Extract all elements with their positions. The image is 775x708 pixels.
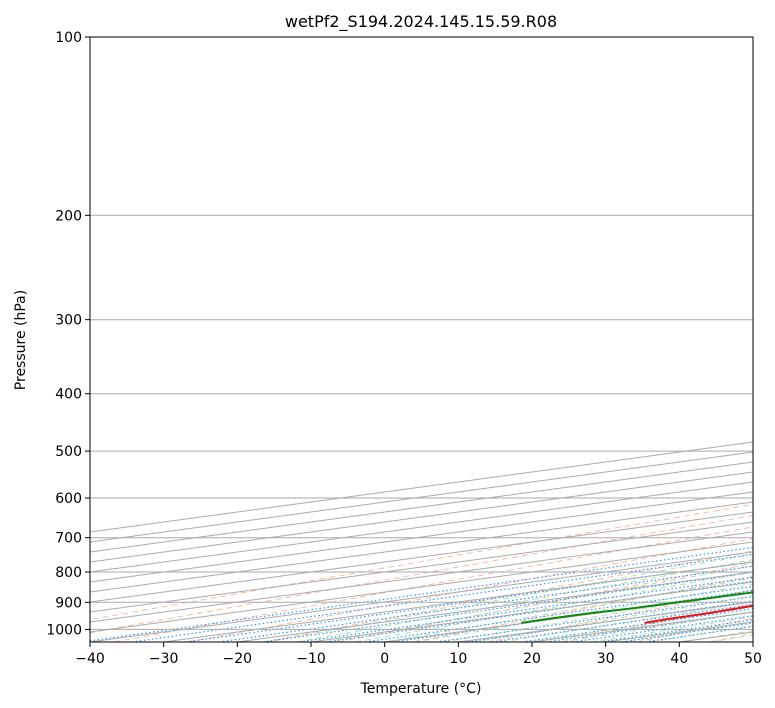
isotherm-gridline — [90, 521, 753, 613]
mixing-ratio-line — [522, 608, 753, 642]
isotherm-gridline — [90, 511, 753, 603]
isotherm-gridline — [90, 481, 753, 573]
isotherm-gridline — [90, 501, 753, 593]
plot-area — [90, 37, 753, 642]
plot-frame — [89, 36, 754, 643]
y-tick-label: 600 — [55, 491, 82, 507]
y-tick-label: 100 — [55, 30, 82, 46]
x-tick-label: 20 — [523, 651, 541, 667]
y-tick-label: 700 — [55, 531, 82, 547]
y-tick-label: 800 — [55, 565, 82, 581]
mixing-ratio-line — [492, 603, 753, 642]
x-tick-label: −10 — [296, 651, 326, 667]
y-tick-label: 300 — [55, 313, 82, 329]
isotherm-gridline — [90, 461, 753, 553]
x-tick-label: 30 — [597, 651, 615, 667]
y-tick-label: 200 — [55, 208, 82, 224]
mixing-ratio-line — [436, 595, 753, 642]
mixing-ratio-line — [90, 546, 753, 642]
moist-adiabat — [325, 565, 753, 642]
y-axis-label: Pressure (hPa) — [13, 290, 29, 390]
dry-adiabat — [188, 538, 753, 642]
x-tick-label: −20 — [223, 651, 253, 667]
grid-lines — [90, 37, 753, 642]
isotherm-gridline — [90, 471, 753, 563]
isotherm-gridline — [90, 491, 753, 583]
x-tick-label: 50 — [744, 651, 762, 667]
moist-adiabat — [414, 583, 753, 642]
x-tick-label: 0 — [380, 651, 389, 667]
x-axis-label: Temperature (°C) — [360, 681, 482, 697]
mixing-ratio-line — [131, 553, 753, 642]
dry-adiabat — [114, 526, 753, 642]
chart-title: wetPf2_S194.2024.145.15.59.R08 — [285, 12, 557, 32]
dry-adiabat — [90, 503, 753, 621]
y-tick-label: 400 — [55, 387, 82, 403]
x-tick-label: 10 — [449, 651, 467, 667]
y-tick-label: 1000 — [46, 622, 82, 638]
y-tick-label: 900 — [55, 595, 82, 611]
moist-adiabat — [355, 571, 753, 642]
isotherm-gridline — [90, 451, 753, 543]
axis-ticks: −40 −30 −20 −10 0 10 20 30 40 50 100 200 300 400 500 60… — [46, 30, 762, 667]
dry-adiabat — [338, 562, 753, 642]
y-tick-label: 500 — [55, 444, 82, 460]
isotherm-gridline — [90, 531, 753, 623]
dry-adiabat — [412, 575, 753, 642]
adiabat-lines — [90, 503, 753, 642]
x-tick-label: −30 — [149, 651, 179, 667]
x-tick-label: −40 — [75, 651, 105, 667]
x-tick-label: 40 — [670, 651, 688, 667]
